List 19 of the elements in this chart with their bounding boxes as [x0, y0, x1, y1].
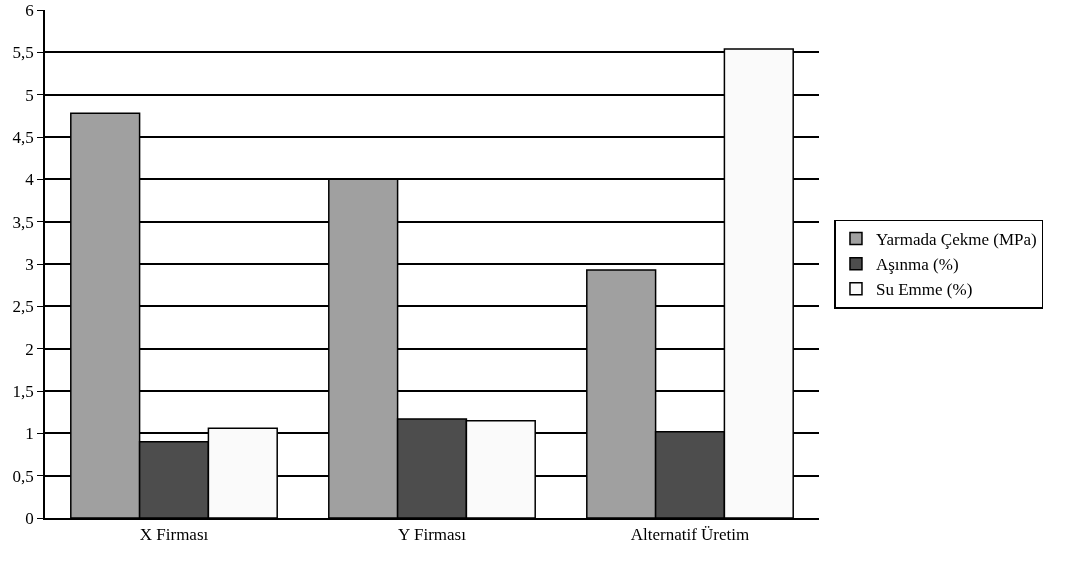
y-tick-label: 5,5 [12, 43, 34, 63]
y-tick-label: 2 [25, 339, 34, 359]
y-tick-label: 1,5 [12, 381, 34, 401]
x-tick-label: Y Firması [398, 525, 467, 545]
y-tick-label: 6 [25, 0, 34, 20]
legend-label: Su Emme (%) [875, 280, 973, 300]
legend-label: Yarmada Çekme (MPa) [875, 230, 1037, 250]
x-tick-label: X Firması [139, 525, 209, 545]
y-tick-label: 2,5 [12, 297, 34, 317]
y-tick-label: 5 [25, 85, 34, 105]
y-tick-label: 4 [25, 170, 35, 190]
x-tick-label: Alternatif Üretim [630, 525, 750, 545]
y-tick-label: 3,5 [12, 212, 34, 232]
y-tick-label: 3 [25, 254, 34, 274]
y-tick-label: 0,5 [12, 466, 34, 486]
legend-label: Aşınma (%) [875, 255, 959, 275]
y-tick-label: 4,5 [12, 127, 34, 147]
y-tick-label: 1 [25, 424, 34, 444]
y-tick-label: 0 [25, 508, 34, 528]
